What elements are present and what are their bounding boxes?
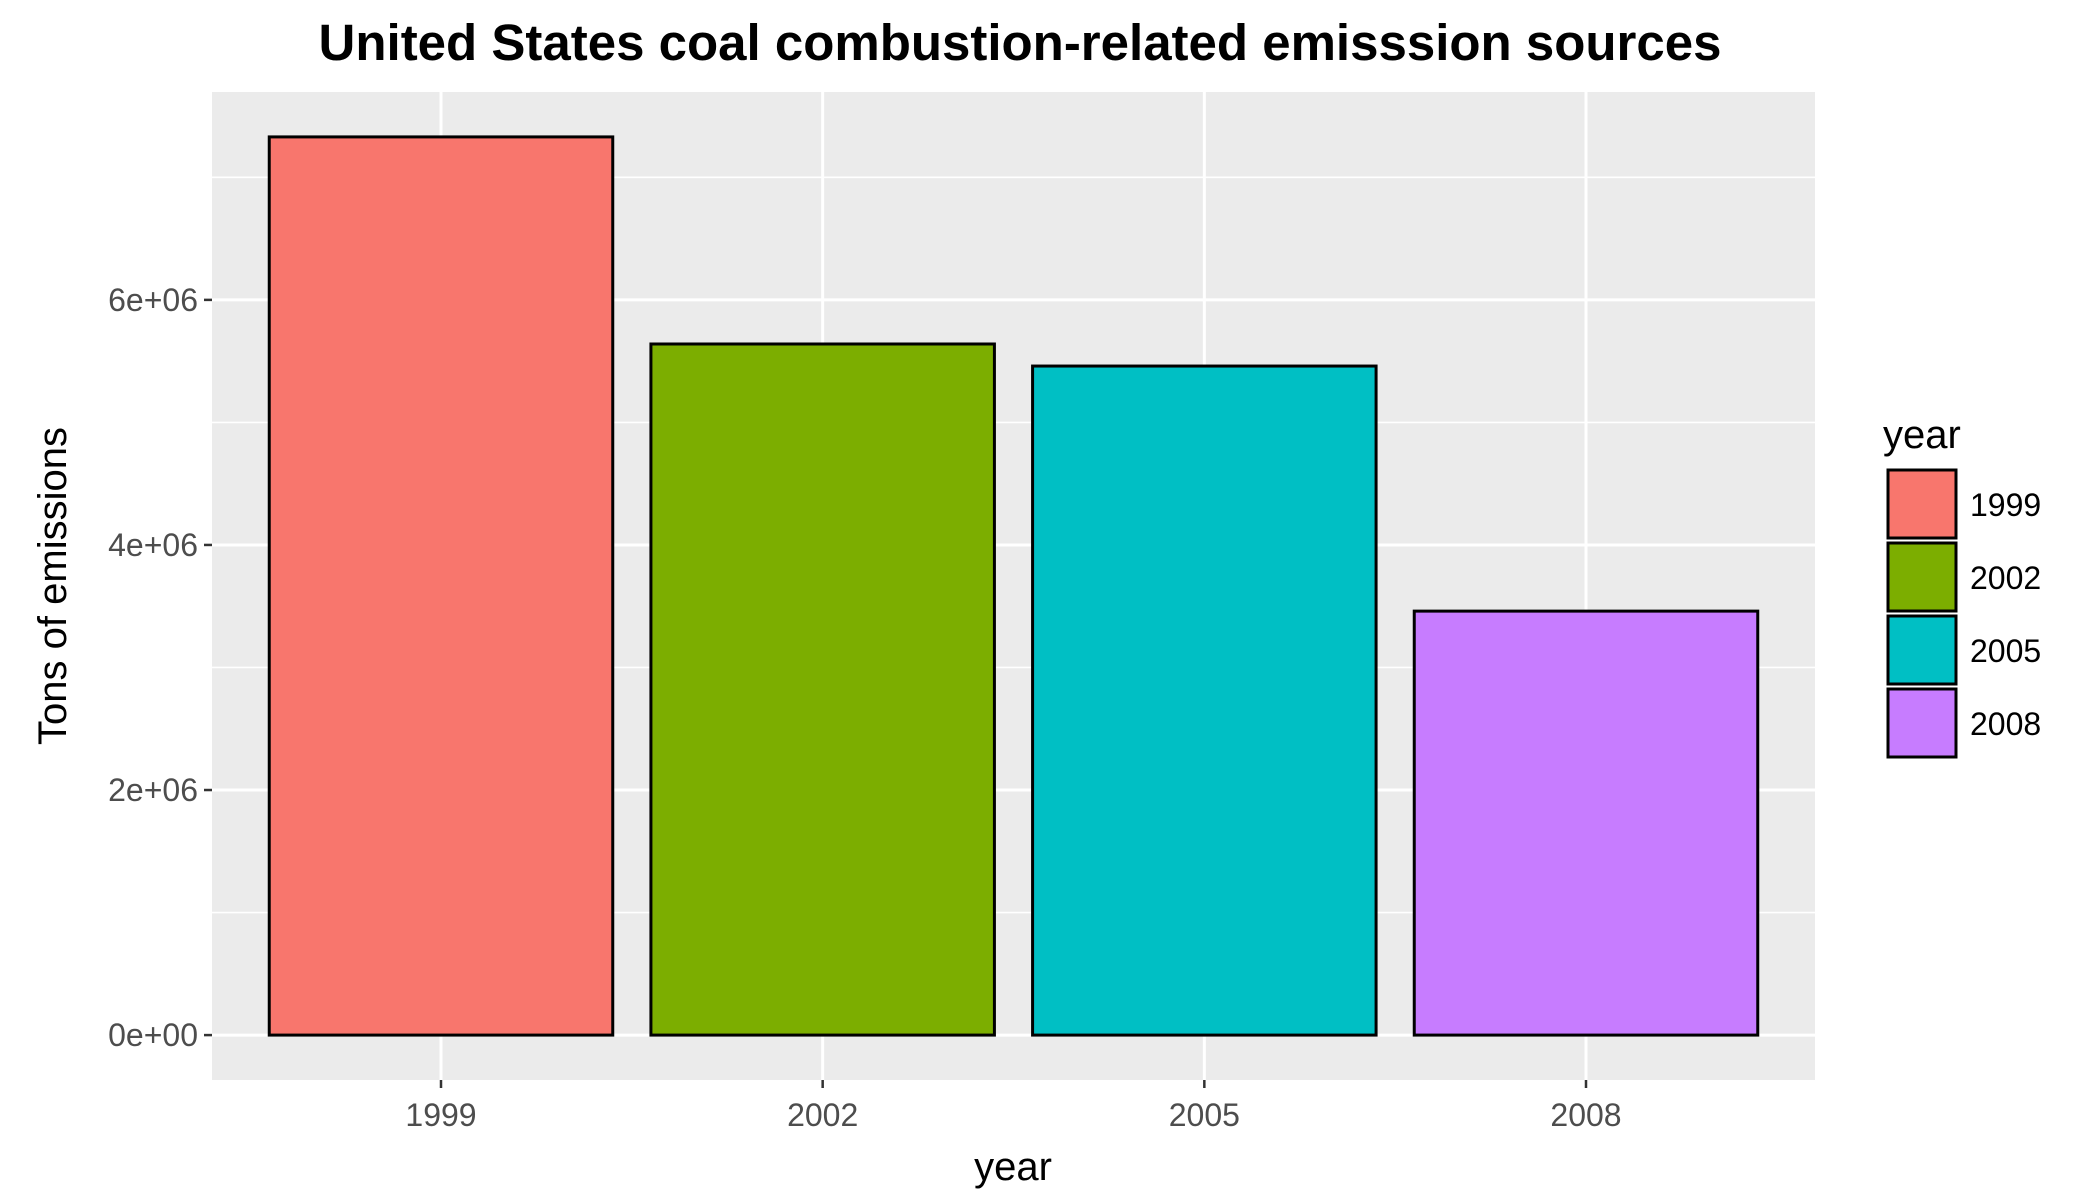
x-tick-label: 2002 (787, 1097, 858, 1133)
y-tick-label: 0e+00 (108, 1017, 198, 1053)
x-axis: 1999 2002 2005 2008 (405, 1080, 1622, 1133)
y-axis-title: Tons of emissions (31, 427, 75, 745)
x-tick-label: 1999 (405, 1097, 476, 1133)
bar-2005 (1031, 364, 1378, 1037)
legend-label: 1999 (1970, 487, 2041, 523)
x-axis-title: year (974, 1145, 1052, 1189)
legend-label: 2002 (1970, 560, 2041, 596)
x-tick-label: 2005 (1169, 1097, 1240, 1133)
y-tick-label: 2e+06 (108, 772, 198, 808)
legend-label: 2005 (1970, 633, 2041, 669)
bar-2008 (1412, 609, 1760, 1037)
legend-label: 2008 (1970, 706, 2041, 742)
x-tick-label: 2008 (1550, 1097, 1621, 1133)
legend: year 1999 2002 2005 2008 (1883, 413, 2041, 759)
chart-title: United States coal combustion-related em… (319, 14, 1722, 71)
legend-key-2002 (1886, 541, 1958, 613)
bar-2002 (649, 342, 996, 1037)
y-axis: 0e+00 2e+06 4e+06 6e+06 (108, 282, 212, 1053)
legend-key-2005 (1886, 614, 1958, 686)
legend-items: 1999 2002 2005 2008 (1886, 468, 2041, 759)
y-tick-label: 6e+06 (108, 282, 198, 318)
legend-key-2008 (1886, 687, 1958, 759)
y-tick-label: 4e+06 (108, 527, 198, 563)
bars (267, 135, 1760, 1037)
legend-title: year (1883, 413, 1961, 457)
legend-key-1999 (1886, 468, 1958, 540)
bar-1999 (267, 135, 615, 1037)
